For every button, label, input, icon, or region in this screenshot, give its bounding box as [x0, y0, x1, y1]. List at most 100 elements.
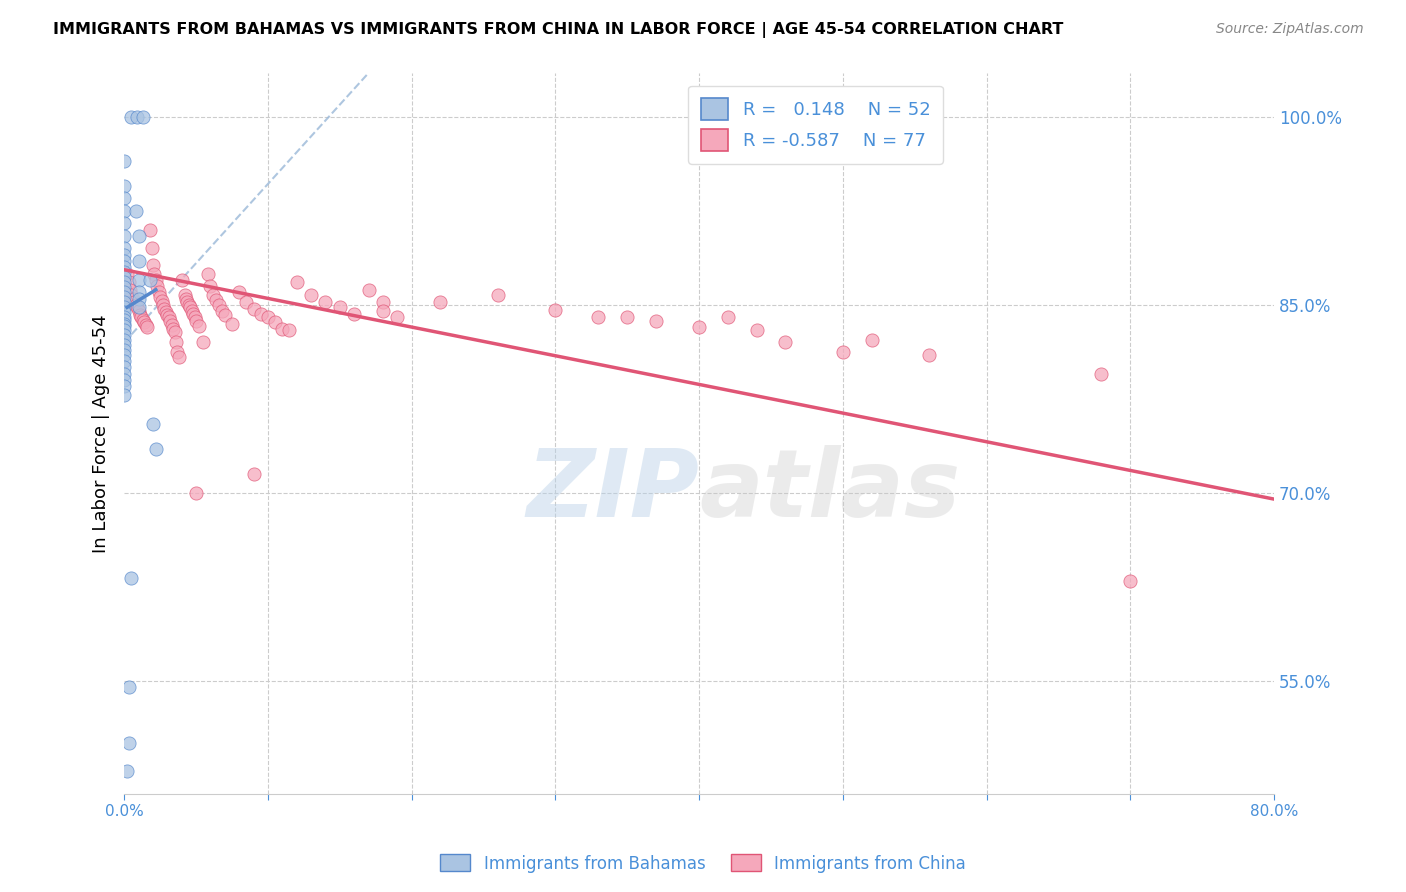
Point: [128, 228, 150, 243]
Point: [156, 308, 179, 322]
Point: [112, 348, 135, 362]
Point: [117, 736, 139, 750]
Point: [160, 318, 183, 332]
Point: [112, 354, 135, 368]
Point: [159, 314, 181, 328]
Point: [112, 191, 135, 205]
Point: [486, 288, 509, 302]
Point: [167, 351, 190, 365]
Point: [645, 314, 668, 328]
Point: [131, 310, 153, 325]
Point: [1119, 574, 1142, 588]
Point: [112, 379, 135, 393]
Point: [115, 267, 138, 281]
Point: [117, 680, 139, 694]
Point: [112, 301, 135, 315]
Point: [112, 203, 135, 218]
Point: [860, 333, 883, 347]
Point: [717, 310, 740, 325]
Point: [184, 485, 207, 500]
Point: [112, 260, 135, 275]
Point: [278, 323, 301, 337]
Point: [139, 222, 162, 236]
Point: [129, 308, 152, 322]
Point: [127, 110, 149, 124]
Point: [299, 288, 322, 302]
Point: [162, 321, 184, 335]
Point: [150, 294, 173, 309]
Legend: R =   0.148    N = 52, R = -0.587    N = 77: R = 0.148 N = 52, R = -0.587 N = 77: [689, 86, 943, 164]
Point: [149, 290, 172, 304]
Point: [128, 254, 150, 268]
Y-axis label: In Labor Force | Age 45-54: In Labor Force | Age 45-54: [93, 314, 110, 553]
Point: [112, 228, 135, 243]
Point: [128, 292, 150, 306]
Point: [127, 301, 149, 315]
Point: [387, 310, 409, 325]
Point: [120, 288, 142, 302]
Point: [184, 314, 207, 328]
Point: [163, 326, 186, 340]
Point: [221, 317, 243, 331]
Point: [155, 305, 177, 319]
Point: [112, 285, 135, 300]
Point: [745, 323, 768, 337]
Point: [174, 292, 197, 306]
Point: [121, 292, 143, 306]
Point: [112, 333, 135, 347]
Point: [616, 310, 638, 325]
Point: [112, 360, 135, 375]
Point: [242, 301, 264, 316]
Point: [242, 467, 264, 481]
Point: [200, 279, 222, 293]
Point: [142, 417, 165, 431]
Point: [134, 315, 156, 329]
Point: [264, 315, 287, 329]
Point: [181, 307, 204, 321]
Point: [148, 285, 170, 300]
Point: [211, 304, 233, 318]
Point: [112, 153, 135, 168]
Point: [128, 304, 150, 318]
Point: [202, 288, 225, 302]
Point: [228, 285, 250, 300]
Point: [135, 318, 157, 332]
Point: [112, 338, 135, 352]
Point: [271, 321, 294, 335]
Point: [112, 323, 135, 337]
Point: [125, 298, 148, 312]
Point: [112, 290, 135, 304]
Point: [249, 307, 271, 321]
Point: [180, 304, 202, 318]
Point: [112, 317, 135, 331]
Point: [314, 295, 336, 310]
Point: [112, 295, 135, 310]
Point: [188, 319, 211, 334]
Point: [112, 270, 135, 285]
Point: [179, 301, 201, 315]
Text: IMMIGRANTS FROM BAHAMAS VS IMMIGRANTS FROM CHINA IN LABOR FORCE | AGE 45-54 CORR: IMMIGRANTS FROM BAHAMAS VS IMMIGRANTS FR…: [53, 22, 1064, 38]
Point: [145, 442, 167, 456]
Point: [112, 275, 135, 289]
Point: [177, 298, 200, 312]
Point: [343, 307, 366, 321]
Point: [132, 313, 155, 327]
Point: [152, 298, 174, 312]
Point: [205, 293, 228, 307]
Point: [157, 310, 180, 325]
Point: [588, 310, 610, 325]
Text: ZIP: ZIP: [526, 445, 699, 537]
Point: [176, 295, 198, 310]
Point: [775, 335, 797, 350]
Point: [118, 283, 141, 297]
Point: [120, 571, 142, 585]
Point: [143, 267, 166, 281]
Point: [112, 280, 135, 294]
Point: [117, 275, 139, 289]
Point: [146, 279, 169, 293]
Text: atlas: atlas: [699, 445, 960, 537]
Point: [235, 295, 257, 310]
Point: [112, 388, 135, 402]
Point: [112, 248, 135, 262]
Point: [257, 310, 280, 325]
